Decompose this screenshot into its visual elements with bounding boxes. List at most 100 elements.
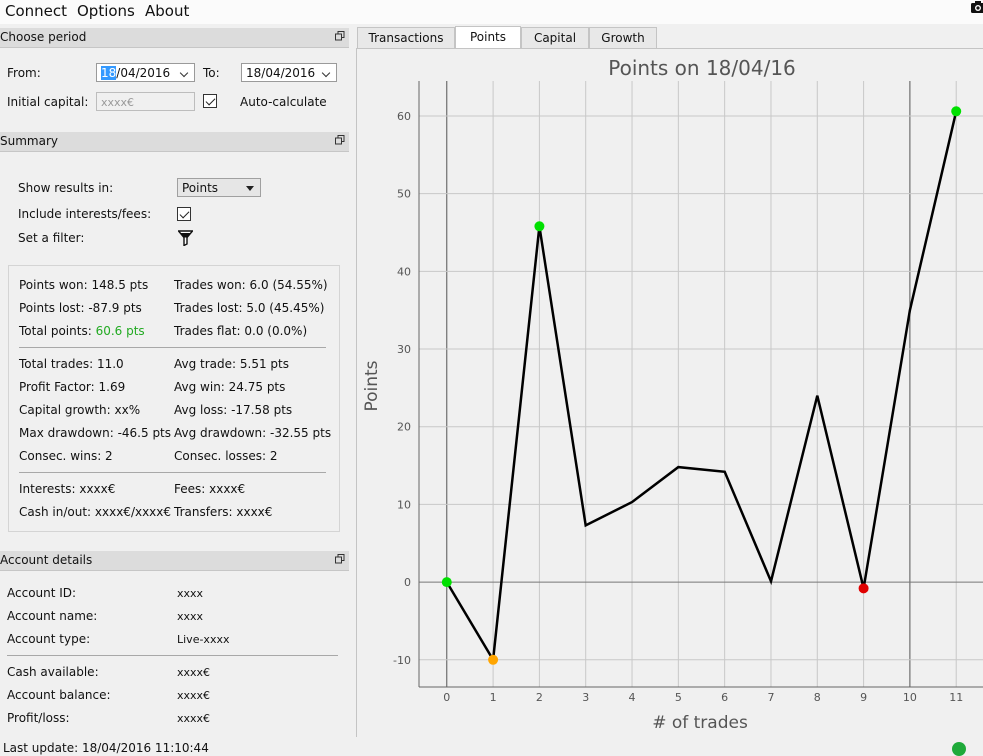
profit-loss-value: xxxx€ xyxy=(177,712,211,725)
to-date-field[interactable]: 18/04/2016 xyxy=(241,63,337,82)
show-results-select[interactable]: Points xyxy=(177,178,261,197)
trades-won: Trades won: 6.0 (54.55%) xyxy=(174,278,328,292)
include-interests-label: Include interests/fees: xyxy=(18,207,152,221)
account-id-label: Account ID: xyxy=(7,586,77,600)
account-balance-value: xxxx€ xyxy=(177,689,211,702)
choose-period-title: Choose period xyxy=(0,30,87,44)
y-tick-label: 10 xyxy=(397,498,411,511)
summary-title: Summary xyxy=(0,134,58,148)
trades-lost: Trades lost: 5.0 (45.45%) xyxy=(174,301,325,315)
x-tick-label: 0 xyxy=(443,691,450,704)
points-lost: Points lost: -87.9 pts xyxy=(19,301,142,315)
to-label: To: xyxy=(203,66,220,80)
account-balance-label: Account balance: xyxy=(7,688,111,702)
total-points-value: 60.6 pts xyxy=(95,324,145,338)
trades-flat: Trades flat: 0.0 (0.0%) xyxy=(174,324,308,338)
to-date-value: 18/04/2016 xyxy=(246,66,316,80)
tab-growth[interactable]: Growth xyxy=(589,27,657,48)
float-dock-icon[interactable] xyxy=(335,31,345,41)
points-chart: 0 1 2 3 4 5 6 7 8 9 10 11 -10 0 10 20 30 40 50 60 Points on … xyxy=(362,56,983,733)
status-bar: Last update: 18/04/2016 11:10:44 xyxy=(0,736,983,756)
total-points: Total points: 60.6 pts xyxy=(19,324,145,338)
x-tick-label: 4 xyxy=(629,691,636,704)
x-tick-label: 3 xyxy=(582,691,589,704)
float-dock-icon[interactable] xyxy=(335,554,345,564)
set-filter-label: Set a filter: xyxy=(18,231,85,245)
y-tick-label: 50 xyxy=(397,188,411,201)
interests: Interests: xxxx€ xyxy=(19,482,116,496)
initial-capital-placeholder: xxxx€ xyxy=(101,96,135,109)
account-dock-title: Account details xyxy=(0,551,349,571)
last-update: Last update: 18/04/2016 11:10:44 xyxy=(3,741,209,755)
points-won: Points won: 148.5 pts xyxy=(19,278,149,292)
account-id-value: xxxx xyxy=(177,587,204,600)
y-tick-label: 40 xyxy=(397,265,411,278)
chart-title: Points on 18/04/16 xyxy=(608,56,796,80)
from-day-selected: 18 xyxy=(101,66,117,80)
menu-about[interactable]: About xyxy=(145,2,190,20)
tab-transactions[interactable]: Transactions xyxy=(357,27,455,48)
menu-options[interactable]: Options xyxy=(77,2,135,20)
summary-dock-title: Summary xyxy=(0,132,349,152)
data-point-marker xyxy=(534,221,545,232)
account-name-label: Account name: xyxy=(7,609,98,623)
data-point-marker xyxy=(858,583,869,594)
tab-points[interactable]: Points xyxy=(455,26,521,49)
cash-available-value: xxxx€ xyxy=(177,666,211,679)
account-type-label: Account type: xyxy=(7,632,91,646)
profit-factor: Profit Factor: 1.69 xyxy=(19,380,126,394)
filter-icon[interactable] xyxy=(178,230,193,246)
tab-capital[interactable]: Capital xyxy=(521,27,589,48)
avg-trade: Avg trade: 5.51 pts xyxy=(174,357,289,371)
y-tick-label: -10 xyxy=(393,654,411,667)
x-tick-label: 10 xyxy=(903,691,917,704)
data-point-marker xyxy=(441,577,452,588)
max-drawdown: Max drawdown: -46.5 pts xyxy=(19,426,172,440)
avg-win: Avg win: 24.75 pts xyxy=(174,380,286,394)
float-dock-icon[interactable] xyxy=(335,135,345,145)
data-point-marker xyxy=(951,106,962,117)
from-date-field[interactable]: 18/04/2016 xyxy=(96,63,195,82)
initial-capital-label: Initial capital: xyxy=(7,95,89,109)
cash-in-out: Cash in/out: xxxx€/xxxx€ xyxy=(19,505,172,519)
capital-growth: Capital growth: xx% xyxy=(19,403,141,417)
consec-wins: Consec. wins: 2 xyxy=(19,449,113,463)
show-results-value: Points xyxy=(182,181,219,195)
total-points-label: Total points: xyxy=(19,324,96,338)
y-tick-label: 0 xyxy=(404,576,411,589)
x-tick-label: 5 xyxy=(675,691,682,704)
from-label: From: xyxy=(7,66,41,80)
show-results-label: Show results in: xyxy=(18,181,114,195)
x-tick-label: 1 xyxy=(490,691,497,704)
cash-available-label: Cash available: xyxy=(7,665,99,679)
x-tick-label: 7 xyxy=(767,691,774,704)
divider xyxy=(19,472,326,473)
from-date-rest: /04/2016 xyxy=(116,66,171,80)
initial-capital-input[interactable]: xxxx€ xyxy=(96,92,195,111)
auto-calculate-label: Auto-calculate xyxy=(240,95,327,109)
fees: Fees: xxxx€ xyxy=(174,482,246,496)
divider xyxy=(19,347,326,348)
camera-icon[interactable] xyxy=(971,1,983,13)
auto-calculate-checkbox[interactable] xyxy=(203,94,217,108)
points-series-line xyxy=(445,111,958,664)
include-interests-checkbox[interactable] xyxy=(177,207,191,221)
summary-stats-box xyxy=(8,265,340,532)
chevron-down-icon[interactable] xyxy=(181,69,190,78)
x-tick-label: 8 xyxy=(814,691,821,704)
x-tick-label: 9 xyxy=(860,691,867,704)
chart-panel: 0 1 2 3 4 5 6 7 8 9 10 11 -10 0 10 20 30 40 50 60 Points on … xyxy=(356,48,983,737)
x-tick-label: 2 xyxy=(536,691,543,704)
x-axis-label: # of trades xyxy=(652,713,748,733)
menu-connect[interactable]: Connect xyxy=(5,2,68,20)
avg-drawdown: Avg drawdown: -32.55 pts xyxy=(174,426,332,440)
chevron-down-icon[interactable] xyxy=(323,69,332,78)
x-tick-label: 11 xyxy=(949,691,963,704)
x-tick-label: 6 xyxy=(721,691,728,704)
choose-period-dock-title: Choose period xyxy=(0,28,349,48)
y-tick-label: 20 xyxy=(397,421,411,434)
total-trades: Total trades: 11.0 xyxy=(19,357,124,371)
menu-bar: Connect Options About xyxy=(0,0,983,24)
profit-loss-label: Profit/loss: xyxy=(7,711,70,725)
y-axis-label: Points xyxy=(362,360,382,411)
